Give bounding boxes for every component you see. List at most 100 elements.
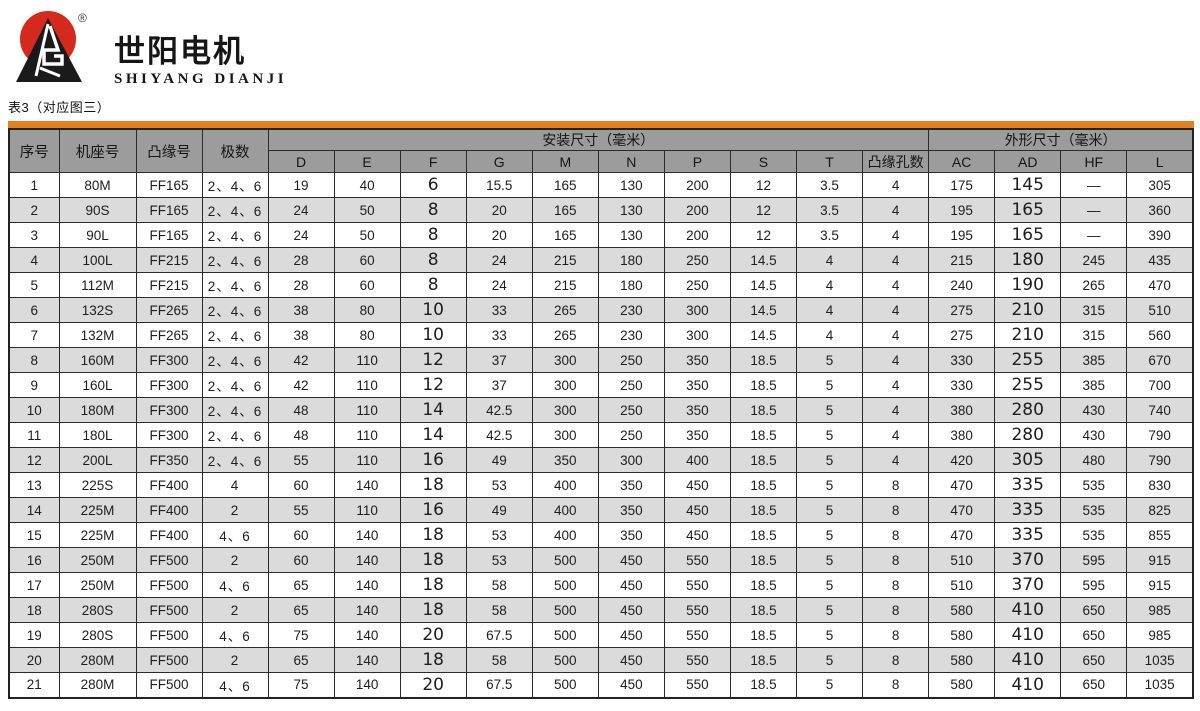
table-cell: 3	[8, 222, 60, 248]
table-cell: 2、4、6	[201, 422, 269, 448]
table-cell: FF350	[135, 447, 203, 473]
table-cell: 49	[465, 497, 533, 523]
table-cell: 275	[928, 322, 996, 348]
table-cell: 140	[333, 622, 401, 648]
table-cell: 8	[8, 347, 60, 373]
table-cell: 18	[399, 547, 467, 573]
table-cell: 65	[267, 647, 335, 673]
table-cell: 5	[795, 547, 864, 573]
table-cell: 790	[1126, 422, 1194, 448]
table-cell: 200	[663, 222, 731, 248]
table-cell: 255	[994, 372, 1062, 398]
table-row: 3 90L FF165 2、4、6 24 50 8 20 165 130 200 12 3.5 4 195 1…	[8, 222, 1194, 248]
table-cell: 5	[8, 272, 60, 298]
table-cell: 140	[333, 522, 401, 548]
table-cell: 985	[1126, 622, 1194, 648]
table-cell: 4	[862, 172, 930, 198]
header-col-L: L	[1126, 150, 1194, 173]
table-cell: 5	[795, 522, 864, 548]
table-cell: 165	[531, 197, 599, 223]
header-group-mounting-dims: 安装尺寸（毫米）	[267, 128, 930, 151]
table-cell: 700	[1126, 372, 1194, 398]
table-cell: 4	[862, 422, 930, 448]
table-cell: 300	[531, 397, 599, 423]
table-cell: 265	[1060, 272, 1128, 298]
table-cell: 230	[597, 297, 665, 323]
table-cell: 300	[597, 447, 665, 473]
table-cell: 110	[333, 372, 401, 398]
table-cell: 210	[994, 322, 1062, 348]
table-cell: 5	[795, 497, 864, 523]
table-cell: 250M	[58, 547, 137, 573]
table-cell: 130	[597, 197, 665, 223]
table-cell: 380	[928, 422, 996, 448]
table-cell: 8	[862, 647, 930, 673]
table-cell: FF300	[135, 372, 203, 398]
table-cell: 5	[795, 572, 864, 598]
table-cell: FF500	[135, 622, 203, 648]
table-cell: 915	[1126, 547, 1194, 573]
table-cell: 4	[795, 247, 864, 273]
table-row: 20 280M FF500 2 65 140 18 58 500 450 550 18.5 5 8 580 4…	[8, 647, 1194, 673]
table-cell: 305	[994, 447, 1062, 473]
table-row: 1 80M FF165 2、4、6 19 40 6 15.5 165 130 200 12 3.5 4 17…	[8, 172, 1194, 198]
table-cell: 14.5	[729, 272, 798, 298]
table-cell: 535	[1060, 522, 1128, 548]
table-cell: 28	[267, 272, 335, 298]
table-row: 4 100L FF215 2、4、6 28 60 8 24 215 180 250 14.5 4 4 215…	[8, 247, 1194, 273]
header-group-row: 序号 机座号 凸缘号 极数 安装尺寸（毫米） 外形尺寸（毫米）	[8, 128, 1194, 173]
table-cell: 650	[1060, 672, 1128, 698]
table-row: 18 280S FF500 2 65 140 18 58 500 450 550 18.5 5 8 580 4…	[8, 597, 1194, 623]
table-cell: 350	[597, 497, 665, 523]
table-cell: 4	[795, 272, 864, 298]
orange-accent-bar	[8, 121, 1194, 128]
table-cell: 230	[597, 322, 665, 348]
table-cell: 2	[201, 647, 269, 673]
table-cell: 14	[8, 497, 60, 523]
header-col-G: G	[465, 150, 533, 173]
table-row: 11 180L FF300 2、4、6 48 110 14 42.5 300 250 350 18.5…	[8, 422, 1194, 448]
table-cell: 20	[399, 672, 467, 698]
header-serial-no: 序号	[8, 128, 60, 173]
table-cell: 12	[8, 447, 60, 473]
table-cell: 7	[8, 322, 60, 348]
table-cell: 37	[465, 372, 533, 398]
table-cell: 3.5	[795, 222, 864, 248]
table-cell: 53	[465, 472, 533, 498]
table-cell: 210	[994, 297, 1062, 323]
header-col-S: S	[729, 150, 798, 173]
table-cell: 1035	[1126, 647, 1194, 673]
table-cell: 110	[333, 422, 401, 448]
table-cell: 825	[1126, 497, 1194, 523]
table-cell: 37	[465, 347, 533, 373]
table-cell: 560	[1126, 322, 1194, 348]
header-flange-no: 凸缘号	[135, 128, 203, 173]
table-cell: 42	[267, 347, 335, 373]
table-cell: 985	[1126, 597, 1194, 623]
table-cell: 265	[531, 322, 599, 348]
table-cell: 18	[399, 522, 467, 548]
table-cell: 180L	[58, 422, 137, 448]
table-cell: 4、6	[201, 522, 269, 548]
table-cell: FF165	[135, 222, 203, 248]
table-cell: 2	[201, 597, 269, 623]
table-row: 2 90S FF165 2、4、6 24 50 8 20 165 130 200 12 3.5 4 195 1…	[8, 197, 1194, 223]
table-cell: 2、4、6	[201, 397, 269, 423]
table-cell: 18.5	[729, 497, 798, 523]
table-cell: 28	[267, 247, 335, 273]
table-cell: 18	[8, 597, 60, 623]
table-row: 19 280S FF500 4、6 75 140 20 67.5 500 450 550 18.5 5 8…	[8, 622, 1194, 648]
table-cell: 8	[862, 672, 930, 698]
table-cell: 350	[663, 397, 731, 423]
table-cell: 12	[729, 222, 798, 248]
table-cell: 370	[994, 572, 1062, 598]
table-cell: 335	[994, 472, 1062, 498]
table-cell: FF265	[135, 322, 203, 348]
table-cell: 3.5	[795, 172, 864, 198]
table-cell: 18.5	[729, 672, 798, 698]
table-cell: 10	[399, 297, 467, 323]
table-cell: 265	[531, 297, 599, 323]
header-col-AD: AD	[994, 150, 1062, 173]
table-cell: 5	[795, 472, 864, 498]
